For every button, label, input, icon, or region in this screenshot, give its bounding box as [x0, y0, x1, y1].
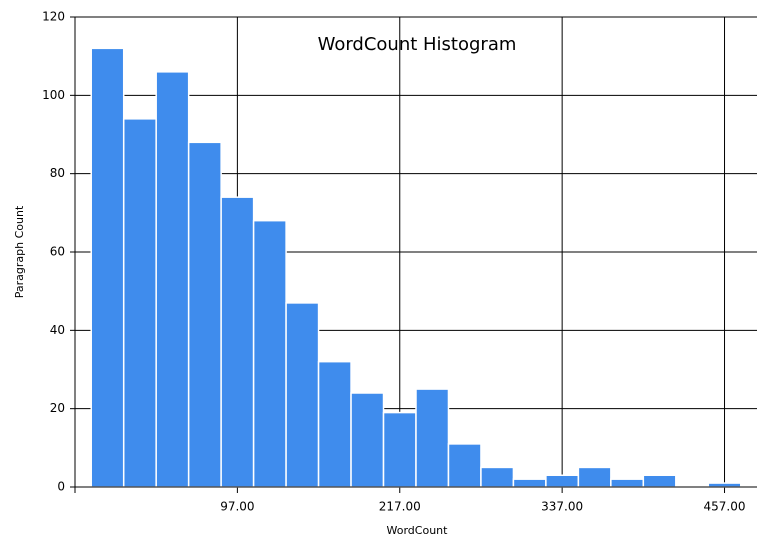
- y-tick-label: 20: [50, 401, 65, 415]
- bar: [90, 47, 125, 488]
- bar: [707, 482, 742, 488]
- x-tick-label: 337.00: [541, 500, 583, 514]
- bar: [285, 302, 320, 488]
- bar: [187, 141, 222, 488]
- y-tick-label: 120: [42, 10, 65, 24]
- x-axis-label: WordCount: [387, 524, 449, 537]
- x-tick-label: 217.00: [379, 500, 421, 514]
- y-tick-label: 60: [50, 245, 65, 259]
- bar: [512, 478, 547, 488]
- bar: [415, 388, 450, 488]
- bar: [317, 360, 352, 488]
- x-tick-label: 97.00: [220, 500, 254, 514]
- bar: [577, 466, 612, 488]
- bar: [252, 219, 287, 488]
- bar: [545, 474, 580, 488]
- y-axis-label: Paragraph Count: [13, 205, 26, 298]
- y-tick-label: 40: [50, 323, 65, 337]
- y-tick-label: 0: [57, 480, 65, 494]
- bar: [382, 411, 417, 488]
- chart-title: WordCount Histogram: [318, 34, 517, 55]
- x-tick-label: 457.00: [704, 500, 746, 514]
- bar: [447, 443, 482, 488]
- bar: [155, 71, 190, 488]
- bar: [220, 196, 255, 488]
- bar: [642, 474, 677, 488]
- y-tick-label: 100: [42, 88, 65, 102]
- bar: [122, 118, 157, 488]
- bar: [610, 478, 645, 488]
- y-tick-label: 80: [50, 166, 65, 180]
- bar: [480, 466, 515, 488]
- bar: [350, 392, 385, 488]
